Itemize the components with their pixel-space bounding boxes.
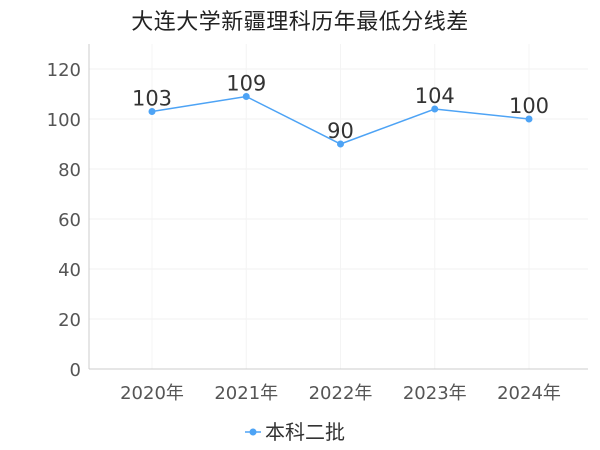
y-tick-label: 40 [58,260,81,281]
chart-title: 大连大学新疆理科历年最低分线差 [131,10,469,35]
y-tick-label: 120 [47,60,81,81]
data-label: 90 [327,119,354,143]
data-point [242,93,250,100]
data-point [148,108,156,115]
x-tick-label: 2023年 [403,383,467,404]
x-tick-label: 2020年 [120,383,184,404]
data-point [525,115,533,123]
y-tick-label: 60 [58,210,81,231]
y-tick-label: 100 [47,110,81,131]
y-tick-label: 80 [58,160,81,181]
legend-label: 本科二批 [265,420,345,444]
data-label: 100 [509,94,549,118]
data-label: 103 [132,87,172,111]
x-tick-label: 2022年 [309,383,373,404]
y-tick-label: 20 [58,310,81,331]
data-label: 109 [226,72,266,96]
data-point [337,140,344,148]
data-point [431,105,439,113]
y-tick-label: 0 [70,360,81,381]
x-tick-label: 2024年 [497,383,561,404]
legend-marker-dot [249,428,257,436]
data-label: 104 [415,84,455,108]
x-tick-label: 2021年 [214,383,278,404]
